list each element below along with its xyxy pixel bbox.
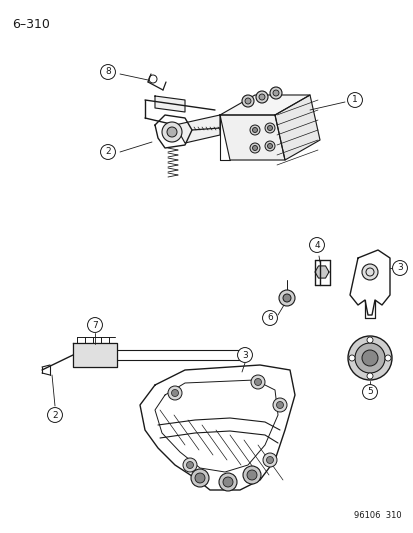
Circle shape — [392, 261, 406, 276]
Text: 4: 4 — [313, 240, 319, 249]
Polygon shape — [314, 266, 328, 278]
Text: 7: 7 — [92, 320, 97, 329]
Text: 3: 3 — [396, 263, 402, 272]
Circle shape — [259, 94, 264, 100]
Circle shape — [309, 238, 324, 253]
Circle shape — [218, 473, 236, 491]
Circle shape — [366, 337, 372, 343]
Text: 1: 1 — [351, 95, 357, 104]
Circle shape — [186, 462, 193, 469]
Circle shape — [249, 125, 259, 135]
Circle shape — [161, 122, 182, 142]
Circle shape — [366, 373, 372, 379]
Circle shape — [269, 87, 281, 99]
Circle shape — [267, 125, 272, 131]
Circle shape — [171, 390, 178, 397]
Circle shape — [242, 95, 254, 107]
Circle shape — [100, 144, 115, 159]
Polygon shape — [154, 96, 185, 112]
Text: 8: 8 — [105, 68, 111, 77]
Circle shape — [347, 336, 391, 380]
Circle shape — [250, 375, 264, 389]
Circle shape — [266, 456, 273, 464]
Circle shape — [254, 378, 261, 385]
Circle shape — [347, 93, 361, 108]
Circle shape — [267, 143, 272, 149]
Circle shape — [223, 477, 233, 487]
Circle shape — [242, 466, 260, 484]
Circle shape — [362, 384, 377, 399]
Text: 2: 2 — [105, 148, 111, 157]
Circle shape — [262, 311, 277, 326]
Circle shape — [354, 343, 384, 373]
Text: 6–310: 6–310 — [12, 18, 50, 31]
Circle shape — [276, 401, 283, 408]
Circle shape — [190, 469, 209, 487]
Circle shape — [166, 127, 177, 137]
Text: 5: 5 — [366, 387, 372, 397]
Circle shape — [361, 350, 377, 366]
Polygon shape — [219, 115, 284, 160]
Circle shape — [361, 264, 377, 280]
Circle shape — [247, 470, 256, 480]
Polygon shape — [175, 115, 219, 143]
Circle shape — [278, 290, 294, 306]
Circle shape — [282, 294, 290, 302]
Text: 96106  310: 96106 310 — [354, 511, 401, 520]
Circle shape — [183, 458, 197, 472]
Circle shape — [100, 64, 115, 79]
Circle shape — [47, 408, 62, 423]
Circle shape — [87, 318, 102, 333]
Circle shape — [252, 127, 257, 133]
Circle shape — [264, 141, 274, 151]
Circle shape — [255, 91, 267, 103]
Polygon shape — [73, 343, 117, 367]
Text: 2: 2 — [52, 410, 58, 419]
Text: 6: 6 — [266, 313, 272, 322]
Circle shape — [195, 473, 204, 483]
Circle shape — [237, 348, 252, 362]
Circle shape — [249, 143, 259, 153]
Circle shape — [384, 355, 390, 361]
Circle shape — [244, 98, 250, 104]
Circle shape — [252, 146, 257, 150]
Polygon shape — [219, 95, 309, 115]
Polygon shape — [274, 95, 319, 160]
Circle shape — [168, 386, 182, 400]
Text: 3: 3 — [242, 351, 247, 359]
Circle shape — [348, 355, 354, 361]
Circle shape — [272, 90, 278, 96]
Circle shape — [264, 123, 274, 133]
Circle shape — [262, 453, 276, 467]
Circle shape — [272, 398, 286, 412]
